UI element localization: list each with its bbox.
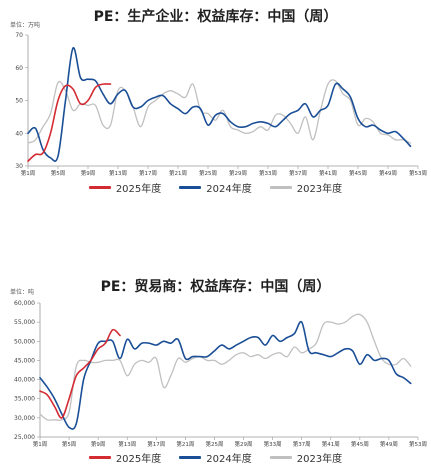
chart-panel-traders: PE：贸易商：权益库存：中国（周） 单位：吨 25,000 30,000 35,00… <box>0 236 431 471</box>
x-tick-label: 第17周 <box>147 440 165 448</box>
legend-swatch-2025 <box>88 186 111 189</box>
x-tick-label: 第17周 <box>139 169 157 177</box>
x-tick-label: 第21周 <box>169 169 187 177</box>
y-tick-label: 30 <box>15 163 23 170</box>
legend-label-2025: 2025年度 <box>115 184 162 195</box>
chart-panel-producers: PE：生产企业：权益库存：中国（周） 单位：万吨 30 40 50 60 70 第1周 第5… <box>0 9 431 195</box>
x-tick-label: 第53周 <box>409 440 427 448</box>
y-tick-label: 55,000 <box>14 319 35 326</box>
legend-swatch-2024 <box>179 186 202 189</box>
line-chart-producers: 30 40 50 60 70 第1周 第5周 第9周 第13周 第17周 第21周 第25周 第29周 第… <box>15 32 427 177</box>
x-tick-label: 第33周 <box>264 440 282 448</box>
y-tick-label: 40,000 <box>14 377 35 384</box>
x-tick-label: 第9周 <box>91 440 106 448</box>
legend-item-2023[interactable]: 2023年度 <box>269 180 343 195</box>
x-tick-label: 第45周 <box>349 169 367 177</box>
series-line-2023 <box>39 313 412 421</box>
y-tick-label: 50,000 <box>14 338 35 345</box>
legend-item-2023[interactable]: 2023年度 <box>269 450 343 465</box>
legend-swatch-2025 <box>88 456 111 459</box>
legend-swatch-2024 <box>179 456 202 459</box>
x-tick-label: 第5周 <box>62 440 77 448</box>
x-tick-label: 第41周 <box>319 169 337 177</box>
y-tick-label: 25,000 <box>14 434 35 441</box>
legend-item-2024[interactable]: 2024年度 <box>179 180 252 195</box>
x-tick-label: 第49周 <box>379 169 397 177</box>
y-tick-label: 35,000 <box>14 396 35 403</box>
series-line-2025 <box>39 328 121 419</box>
legend-item-2025[interactable]: 2025年度 <box>88 450 162 465</box>
legend-label-2023: 2023年度 <box>296 454 343 465</box>
x-tick-label: 第13周 <box>109 169 127 177</box>
x-tick-label: 第53周 <box>409 169 427 177</box>
y-tick-label: 30,000 <box>14 415 35 422</box>
x-tick-label: 第25周 <box>205 440 223 448</box>
y-tick-label: 45,000 <box>14 357 35 364</box>
y-tick-label: 50 <box>15 98 23 105</box>
series-line-2023 <box>27 79 412 144</box>
x-tick-label: 第5周 <box>51 169 66 177</box>
legend-item-2025[interactable]: 2025年度 <box>88 180 162 195</box>
y-tick-label: 40 <box>15 130 23 137</box>
x-tick-label: 第9周 <box>81 169 96 177</box>
x-tick-label: 第45周 <box>351 440 369 448</box>
series-line-2025 <box>27 83 112 162</box>
x-tick-label: 第29周 <box>235 440 253 448</box>
line-chart-traders: 25,000 30,000 35,000 40,000 45,000 50,000 55,0… <box>14 300 427 448</box>
y-tick-label: 70 <box>15 32 23 39</box>
y-unit-label: 单位：吨 <box>10 289 35 296</box>
y-tick-label: 60 <box>15 65 23 72</box>
x-tick-label: 第37周 <box>289 169 307 177</box>
y-unit-label: 单位：万吨 <box>10 22 41 29</box>
series-line-2024 <box>39 320 412 430</box>
chart-title: PE：贸易商：权益库存：中国（周） <box>100 279 331 295</box>
x-tick-label: 第37周 <box>293 440 311 448</box>
legend-item-2024[interactable]: 2024年度 <box>179 450 252 465</box>
x-tick-label: 第33周 <box>259 169 277 177</box>
x-tick-label: 第21周 <box>176 440 194 448</box>
x-tick-label: 第25周 <box>199 169 217 177</box>
legend-swatch-2023 <box>269 456 292 459</box>
chart-legend: 2025年度 2024年度 2023年度 <box>0 450 431 465</box>
series-line-2024 <box>27 47 412 162</box>
chart-title: PE：生产企业：权益库存：中国（周） <box>93 9 338 25</box>
legend-label-2024: 2024年度 <box>206 184 252 195</box>
chart-legend: 2025年度 2024年度 2023年度 <box>0 180 431 195</box>
legend-label-2024: 2024年度 <box>206 454 252 465</box>
legend-label-2023: 2023年度 <box>296 184 343 195</box>
x-tick-label: 第1周 <box>21 169 36 177</box>
x-tick-label: 第1周 <box>33 440 48 448</box>
legend-swatch-2023 <box>269 186 292 189</box>
x-tick-label: 第49周 <box>380 440 398 448</box>
x-tick-label: 第41周 <box>322 440 340 448</box>
y-tick-label: 60,000 <box>14 300 35 307</box>
x-tick-label: 第29周 <box>229 169 247 177</box>
x-tick-label: 第13周 <box>118 440 136 448</box>
legend-label-2025: 2025年度 <box>115 454 162 465</box>
